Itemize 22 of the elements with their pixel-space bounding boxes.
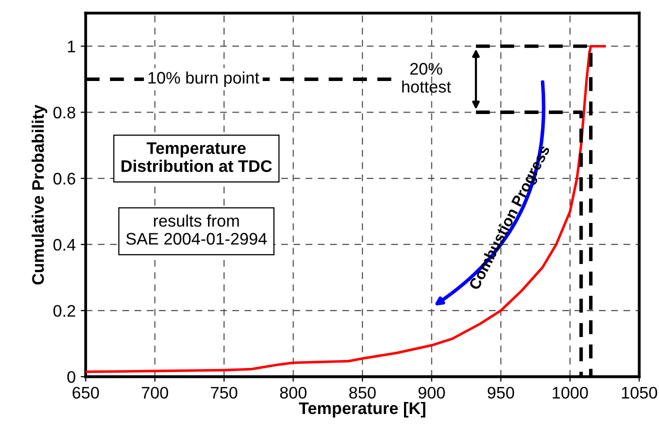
y-tick-label: 0.8 — [53, 106, 76, 118]
x-tick-label: 1050 — [622, 386, 658, 399]
y-tick-label: 0.2 — [53, 304, 76, 317]
x-tick-label: 850 — [349, 386, 376, 399]
y-tick-label: 0.6 — [53, 172, 76, 185]
x-tick-label: 800 — [280, 386, 307, 399]
annotation: results from SAE 2004-01-2994 — [126, 214, 267, 245]
y-tick-label: 0 — [67, 371, 76, 383]
y-axis-title: Cumulative Probability — [32, 104, 48, 285]
x-tick-label: 950 — [488, 386, 514, 399]
x-tick-label: 750 — [211, 386, 238, 399]
line-series — [86, 44, 606, 373]
annotation: 10% burn point — [148, 71, 260, 88]
x-tick-label: 650 — [72, 386, 99, 399]
x-tick-label: 1000 — [552, 386, 588, 399]
y-tick-label: 0.4 — [53, 238, 76, 251]
x-tick-label: 700 — [142, 386, 168, 399]
y-tick-label: 1 — [68, 40, 76, 52]
x-axis-title: Temperature [K] — [298, 402, 426, 418]
x-tick-label: 900 — [418, 386, 445, 399]
text: Temperature Distribution at TDC — [122, 142, 272, 172]
annotation: 20% hottest — [402, 62, 452, 93]
